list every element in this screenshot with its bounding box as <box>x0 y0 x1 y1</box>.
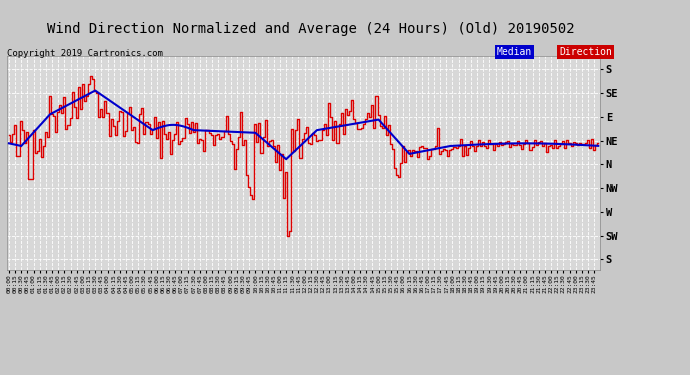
Text: Copyright 2019 Cartronics.com: Copyright 2019 Cartronics.com <box>7 49 163 58</box>
Text: Median: Median <box>497 47 532 57</box>
Text: Wind Direction Normalized and Average (24 Hours) (Old) 20190502: Wind Direction Normalized and Average (2… <box>47 22 574 36</box>
Text: Direction: Direction <box>559 47 612 57</box>
